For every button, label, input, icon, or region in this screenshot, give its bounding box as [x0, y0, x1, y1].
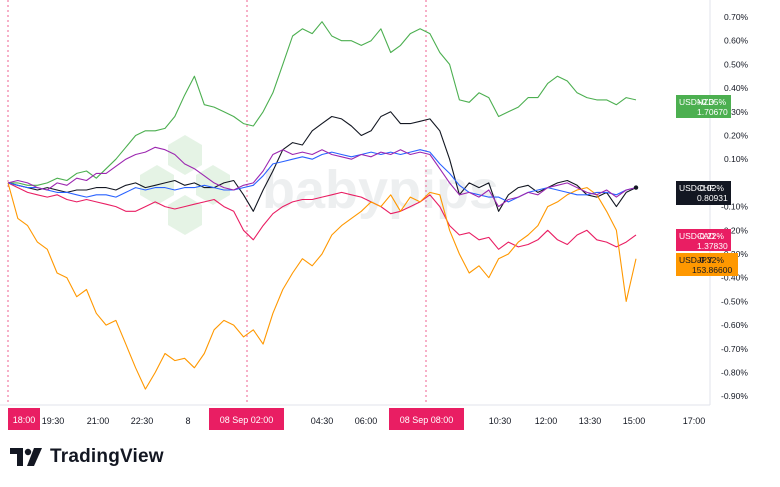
- y-tick-label: -0.60%: [721, 320, 748, 330]
- y-tick-label: 0.20%: [724, 131, 749, 141]
- usdchf-change: -0.02%: [697, 183, 724, 193]
- x-tick-label: 13:30: [579, 416, 602, 426]
- usdjpy-price: 153.86600: [692, 265, 732, 275]
- x-tick-label: 15:00: [623, 416, 646, 426]
- x-tick-label: 21:00: [87, 416, 110, 426]
- usdcad-price: 1.37830: [697, 241, 728, 251]
- y-tick-label: 0.10%: [724, 154, 749, 164]
- usdcad-label-bg: [676, 229, 731, 251]
- series-lines: [7, 21, 639, 390]
- watermark-text: babypips: [262, 160, 499, 220]
- tradingview-footer[interactable]: TradingView: [10, 446, 164, 468]
- series-line-2: [7, 182, 637, 250]
- tradingview-logo-icon: [10, 448, 42, 466]
- x-highlight-bg-2: [389, 408, 464, 430]
- y-tick-label: -0.10%: [721, 202, 748, 212]
- usdnzd-price: 1.70670: [697, 107, 728, 117]
- y-tick-label: 0.40%: [724, 83, 749, 93]
- tradingview-brand: TradingView: [50, 446, 164, 467]
- usdjpy-name: USDJPY: [679, 255, 713, 265]
- series-line-1: [7, 111, 637, 212]
- series-line-5: [7, 146, 637, 208]
- usdcad-name: USDCAD: [679, 231, 715, 241]
- label-usdjpy[interactable]: USDJPY -0.32% 153.86600: [676, 253, 738, 276]
- y-tick-label: -0.80%: [721, 368, 748, 378]
- usdchf-label-bg: [676, 181, 731, 205]
- babypips-logo-mark: [140, 135, 230, 235]
- x-highlight-bg-0: [8, 408, 40, 430]
- y-tick-label: -0.70%: [721, 344, 748, 354]
- label-usdnzd[interactable]: USDNZD +0.35% 1.70670: [676, 95, 731, 118]
- series-line-0: [8, 21, 637, 186]
- usdnzd-name: USDNZD: [679, 97, 714, 107]
- x-tick-label: 12:00: [535, 416, 558, 426]
- y-tick-label: 0.70%: [724, 12, 749, 22]
- label-usdcad[interactable]: USDCAD -0.22% 1.37830: [676, 229, 731, 251]
- series-line-4: [7, 149, 637, 203]
- series-line-3: [7, 182, 637, 390]
- y-tick-label: -0.90%: [721, 391, 748, 401]
- usdnzd-change: +0.35%: [697, 97, 727, 107]
- x-tick-label: 19:30: [42, 416, 65, 426]
- y-tick-label: -0.20%: [721, 225, 748, 235]
- usdnzd-label-bg: [676, 95, 731, 118]
- x-tick-label: 17:00: [683, 416, 706, 426]
- x-tick-label: 04:30: [311, 416, 334, 426]
- x-highlight-bg-1: [209, 408, 284, 430]
- x-tick-label: 22:30: [131, 416, 154, 426]
- x-highlight-label-1: 08 Sep 02:00: [220, 415, 274, 425]
- usdchf-last-point: [633, 185, 639, 190]
- x-tick-label: 06:00: [355, 416, 378, 426]
- x-tick-label: 10:30: [489, 416, 512, 426]
- y-tick-label: -0.40%: [721, 273, 748, 283]
- x-axis[interactable]: 18:0019:3021:0022:30802:0004:3006:0008:0…: [0, 404, 710, 430]
- usdcad-change: -0.22%: [697, 231, 724, 241]
- y-tick-label: 0.50%: [724, 59, 749, 69]
- usdjpy-change: -0.32%: [697, 255, 724, 265]
- x-highlight-label-2: 08 Sep 08:00: [400, 415, 454, 425]
- usdchf-price: 0.80931: [697, 193, 728, 203]
- y-tick-label: 0.60%: [724, 36, 749, 46]
- usdjpy-label-bg: [676, 253, 738, 276]
- x-tick-label: 8: [185, 416, 190, 426]
- y-tick-label: -0.50%: [721, 296, 748, 306]
- x-highlight-label-0: 18:00: [13, 415, 36, 425]
- label-usdchf[interactable]: USDCHF -0.02% 0.80931: [676, 181, 731, 205]
- y-tick-label: 0.30%: [724, 107, 749, 117]
- usdchf-name: USDCHF: [679, 183, 714, 193]
- watermark: babypips: [140, 135, 499, 235]
